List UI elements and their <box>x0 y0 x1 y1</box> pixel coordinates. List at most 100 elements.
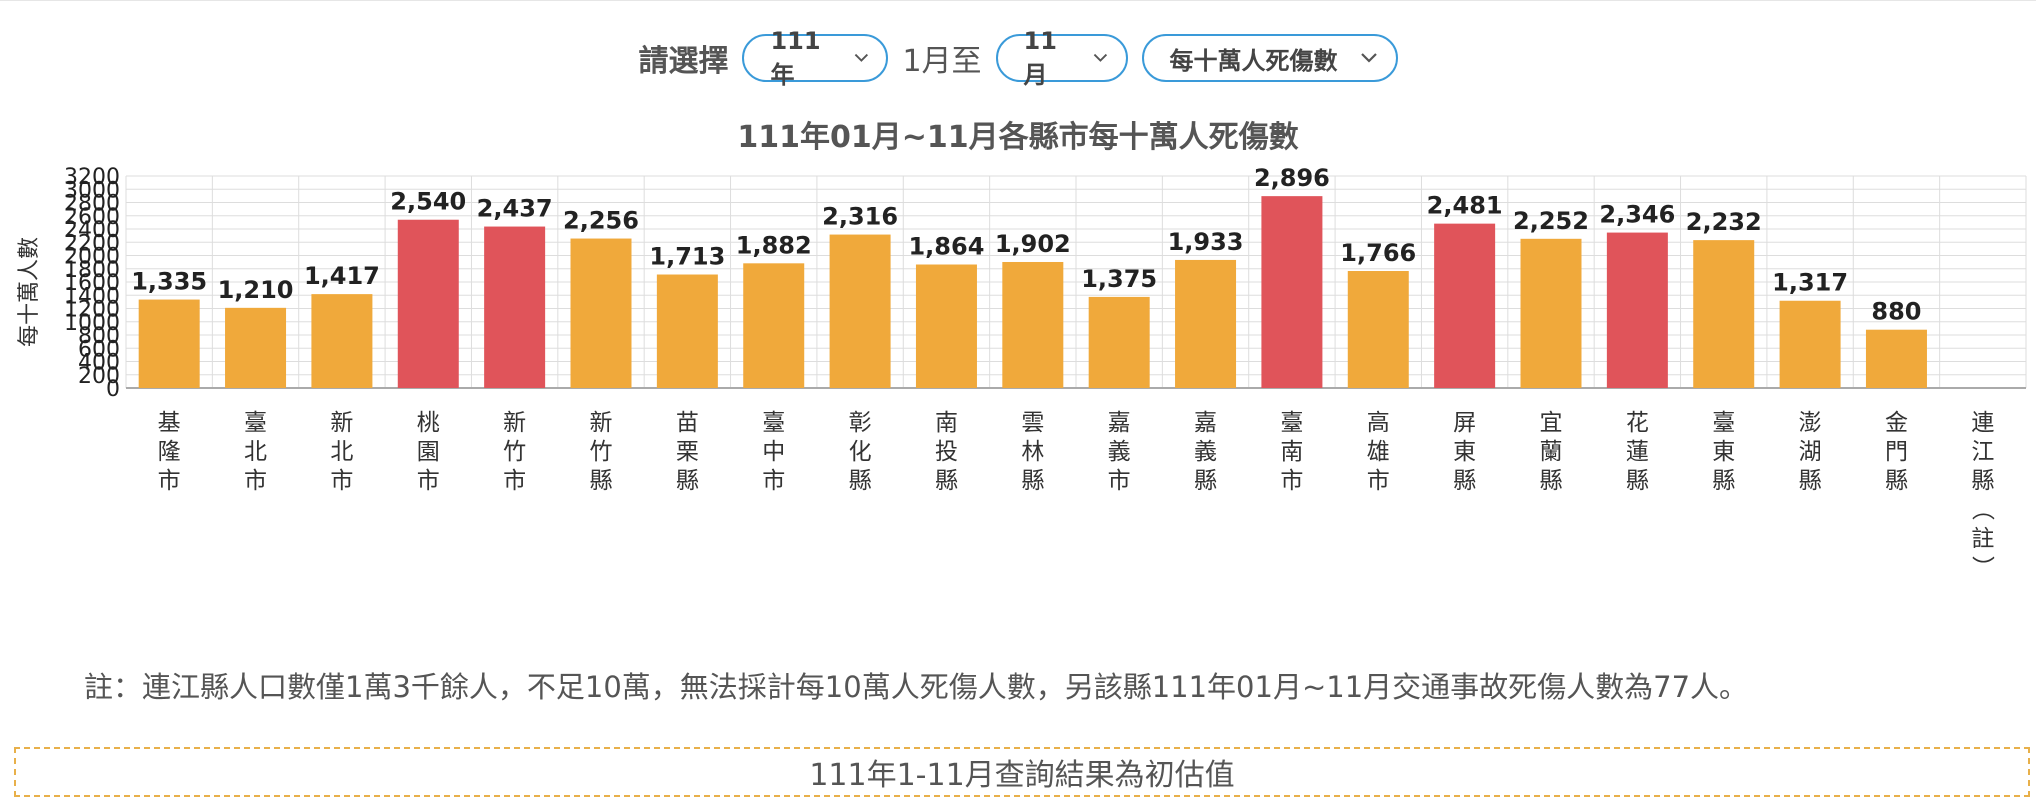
chevron-down-icon <box>854 53 868 62</box>
x-tick-label: 連 <box>1971 410 1994 436</box>
x-tick-label: 新 <box>330 410 353 436</box>
bar[interactable] <box>1347 271 1409 388</box>
month-select-value: 11月 <box>1023 26 1057 89</box>
x-tick-label: 投 <box>935 439 958 465</box>
y-tick-label: 0 <box>106 377 120 402</box>
x-tick-label: 化 <box>849 439 872 465</box>
x-tick-label: 屏 <box>1453 410 1476 436</box>
x-tick-label: 縣 <box>1971 468 1994 494</box>
data-label: 1,335 <box>131 268 207 296</box>
bar[interactable] <box>138 299 200 388</box>
x-tick-label: 金 <box>1885 410 1908 436</box>
year-select[interactable]: 111年 <box>742 27 889 89</box>
estimate-notice: 111年1-11月查詢結果為初估值 <box>14 747 2030 797</box>
x-tick-label: 縣 <box>1540 468 1563 494</box>
data-label: 1,933 <box>1168 228 1244 256</box>
x-tick-label: 臺 <box>244 410 267 436</box>
data-label: 880 <box>1871 298 1921 326</box>
x-tick-label: 市 <box>1108 468 1131 494</box>
x-tick-label: 縣 <box>1626 468 1649 494</box>
x-tick-label: 南 <box>935 410 958 436</box>
x-tick-label: 新 <box>503 410 526 436</box>
x-tick-label: 高 <box>1367 410 1390 436</box>
bar[interactable] <box>1175 259 1237 388</box>
county-casualty-bar-chart: 111年01月~11月各縣市每十萬人死傷數 020040060080010001… <box>17 120 2027 579</box>
bar[interactable] <box>656 274 718 388</box>
data-label: 2,252 <box>1513 207 1589 235</box>
y-tick-label: 1400 <box>64 284 120 309</box>
y-tick-label: 2600 <box>64 205 120 230</box>
bar[interactable] <box>1002 261 1064 388</box>
chevron-down-icon <box>1360 53 1377 63</box>
x-tick-label: 東 <box>1712 439 1735 465</box>
filter-bar: 請選擇 111年 1月至 11月 每十萬人死傷數 <box>0 27 2036 89</box>
x-tick-label: 門 <box>1885 439 1908 465</box>
y-tick-label: 3200 <box>64 165 120 190</box>
y-tick-label: 3000 <box>64 178 120 203</box>
y-tick-label: 1600 <box>64 271 120 296</box>
bar[interactable] <box>1779 300 1841 388</box>
x-tick-label: 縣 <box>1194 468 1217 494</box>
bar[interactable] <box>1693 240 1755 388</box>
y-tick-label: 2000 <box>64 245 120 270</box>
bar[interactable] <box>484 226 546 388</box>
x-tick-label: 隆 <box>158 439 181 465</box>
x-tick-label: 義 <box>1108 439 1131 465</box>
month-select[interactable]: 11月 <box>995 27 1128 89</box>
metric-select-value: 每十萬人死傷數 <box>1169 46 1338 75</box>
x-tick-label: 縣 <box>676 468 699 494</box>
data-label: 1,375 <box>1081 265 1157 293</box>
bar[interactable] <box>1606 232 1668 388</box>
data-label: 1,317 <box>1772 269 1848 297</box>
footnote: 註：連江縣人口數僅1萬3千餘人，不足10萬，無法採計每10萬人死傷人數，另該縣1… <box>84 670 1749 704</box>
bar[interactable] <box>915 264 977 388</box>
data-label: 2,437 <box>477 195 553 223</box>
x-tick-label: 蘭 <box>1540 439 1563 465</box>
data-label: 2,481 <box>1427 192 1503 220</box>
bar[interactable] <box>397 219 459 388</box>
x-tick-label: 雄 <box>1367 439 1390 465</box>
x-tick-label: 園 <box>417 439 440 465</box>
data-label: 1,713 <box>649 243 725 271</box>
y-tick-label: 1800 <box>64 258 120 283</box>
bar[interactable] <box>570 238 632 388</box>
y-tick-label: 800 <box>78 324 120 349</box>
y-axis-label: 每十萬人數 <box>17 237 42 347</box>
x-tick-label: 市 <box>244 468 267 494</box>
x-tick-label: 市 <box>417 468 440 494</box>
y-tick-label: 2400 <box>64 218 120 243</box>
x-tick-label: 竹 <box>590 439 613 465</box>
x-tick-label: 北 <box>330 439 353 465</box>
x-tick-label: 縣 <box>590 468 613 494</box>
x-tick-label: 臺 <box>1712 410 1735 436</box>
chevron-down-icon <box>1093 53 1107 62</box>
bar[interactable] <box>311 294 373 388</box>
x-tick-label: 湖 <box>1799 439 1822 465</box>
data-label: 2,232 <box>1686 208 1762 236</box>
x-tick-label: 縣 <box>1453 468 1476 494</box>
bar[interactable] <box>1520 238 1582 388</box>
data-label: 1,210 <box>218 276 294 304</box>
x-tick-label: 嘉 <box>1194 410 1217 436</box>
x-tick-label: 縣 <box>849 468 872 494</box>
bar[interactable] <box>1865 329 1927 388</box>
metric-select[interactable]: 每十萬人死傷數 <box>1141 34 1398 82</box>
x-tick-label: 註 <box>1971 526 1994 552</box>
x-tick-label: 花 <box>1626 410 1649 436</box>
bar[interactable] <box>829 234 891 388</box>
data-label: 2,896 <box>1254 164 1330 192</box>
value-labels-layer: 1,335 1,210 1,417 2,540 2,437 2,256 1,713 1,882… <box>131 164 1921 326</box>
bar[interactable] <box>1088 296 1150 388</box>
bars-layer <box>138 196 1927 388</box>
x-tick-label: 縣 <box>1799 468 1822 494</box>
bar[interactable] <box>1434 223 1496 388</box>
x-tick-label: 基 <box>158 410 181 436</box>
x-tick-label: 嘉 <box>1108 410 1131 436</box>
bar[interactable] <box>743 263 805 388</box>
data-label: 1,882 <box>736 231 812 259</box>
bar[interactable] <box>225 307 287 388</box>
x-tick-label: 林 <box>1021 439 1044 465</box>
y-tick-label: 600 <box>78 337 120 362</box>
y-tick-label: 1200 <box>64 298 120 323</box>
bar[interactable] <box>1261 196 1323 388</box>
